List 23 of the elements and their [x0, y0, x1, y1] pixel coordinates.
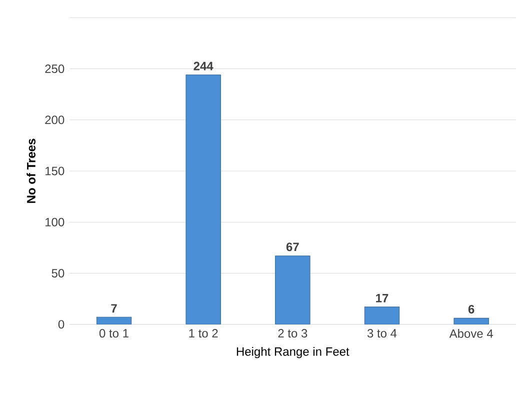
bar — [186, 74, 221, 324]
data-label: 244 — [194, 62, 214, 70]
x-tick-label: 3 to 4 — [367, 329, 397, 338]
bar — [364, 306, 400, 324]
y-axis-title: No of Trees — [26, 138, 36, 203]
y-tick-label: 200 — [45, 116, 64, 124]
bar — [96, 316, 132, 324]
x-axis-title: Height Range in Feet — [236, 346, 350, 358]
bar — [275, 256, 310, 324]
y-tick-label: 50 — [52, 268, 64, 278]
data-label: 7 — [111, 304, 117, 312]
x-tick-label: 0 to 1 — [99, 329, 128, 338]
y-tick-label: 100 — [46, 218, 64, 226]
data-label: 17 — [376, 294, 388, 302]
y-tick-label: 150 — [46, 166, 64, 176]
x-tick-label: 2 to 3 — [278, 329, 308, 338]
y-tick-label: 250 — [45, 64, 64, 74]
bar — [454, 318, 489, 324]
x-tick-label: Above 4 — [449, 329, 493, 338]
x-tick-label: 1 to 2 — [189, 329, 218, 338]
data-label: 6 — [468, 304, 474, 314]
y-tick-label: 0 — [58, 320, 64, 329]
data-label: 67 — [286, 242, 299, 252]
